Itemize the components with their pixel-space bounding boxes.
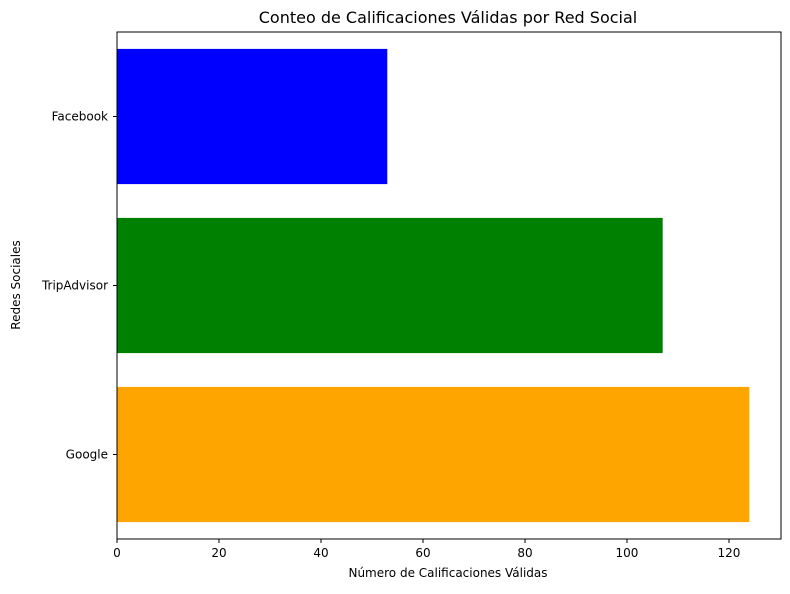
x-tick-label: 60: [415, 546, 430, 560]
x-tick-label: 0: [113, 546, 121, 560]
y-tick-label: Facebook: [52, 110, 108, 124]
y-tick-label: TripAdvisor: [41, 279, 108, 293]
bars-group: [117, 48, 750, 523]
bar-facebook: [117, 48, 388, 185]
y-axis: Google TripAdvisor Facebook: [41, 110, 117, 462]
y-axis-label: Redes Sociales: [9, 240, 23, 329]
x-tick-label: 100: [616, 546, 639, 560]
x-axis-label: Número de Calificaciones Válidas: [348, 566, 547, 580]
bar-google: [117, 386, 750, 523]
x-axis: 0 20 40 60 80 100 120: [113, 539, 740, 560]
x-tick-label: 20: [211, 546, 226, 560]
x-tick-label: 120: [718, 546, 741, 560]
y-tick-label: Google: [66, 448, 108, 462]
x-tick-label: 80: [517, 546, 532, 560]
x-tick-label: 40: [313, 546, 328, 560]
bar-tripadvisor: [117, 217, 663, 354]
chart-title: Conteo de Calificaciones Válidas por Red…: [259, 8, 637, 27]
